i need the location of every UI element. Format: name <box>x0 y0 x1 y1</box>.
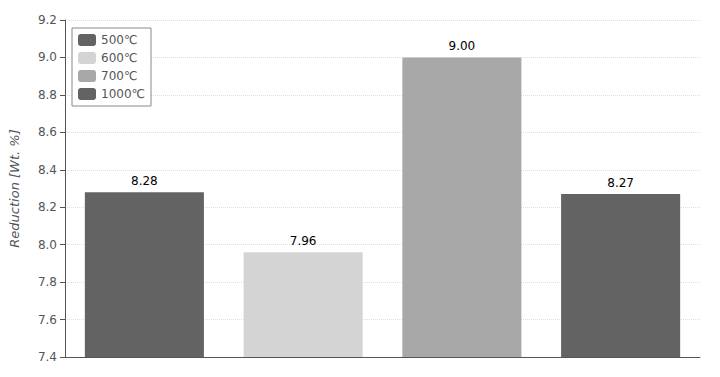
svg-text:600℃: 600℃ <box>101 51 137 65</box>
svg-text:7.96: 7.96 <box>290 234 317 248</box>
svg-text:8.0: 8.0 <box>38 238 57 252</box>
svg-text:8.2: 8.2 <box>38 200 57 214</box>
svg-text:700℃: 700℃ <box>101 69 137 83</box>
svg-text:9.0: 9.0 <box>38 50 57 64</box>
svg-text:8.8: 8.8 <box>38 88 57 102</box>
svg-text:9.00: 9.00 <box>449 39 476 53</box>
svg-text:7.6: 7.6 <box>38 313 57 327</box>
svg-text:Reduction [Wt. %]: Reduction [Wt. %] <box>7 129 22 247</box>
svg-text:8.28: 8.28 <box>131 174 158 188</box>
svg-text:1000℃: 1000℃ <box>101 87 145 101</box>
svg-text:7.4: 7.4 <box>38 350 57 364</box>
svg-text:8.4: 8.4 <box>38 163 57 177</box>
svg-text:9.2: 9.2 <box>38 13 57 27</box>
svg-text:500℃: 500℃ <box>101 33 137 47</box>
svg-text:8.6: 8.6 <box>38 125 57 139</box>
svg-text:8.27: 8.27 <box>607 176 634 190</box>
svg-text:7.8: 7.8 <box>38 275 57 289</box>
